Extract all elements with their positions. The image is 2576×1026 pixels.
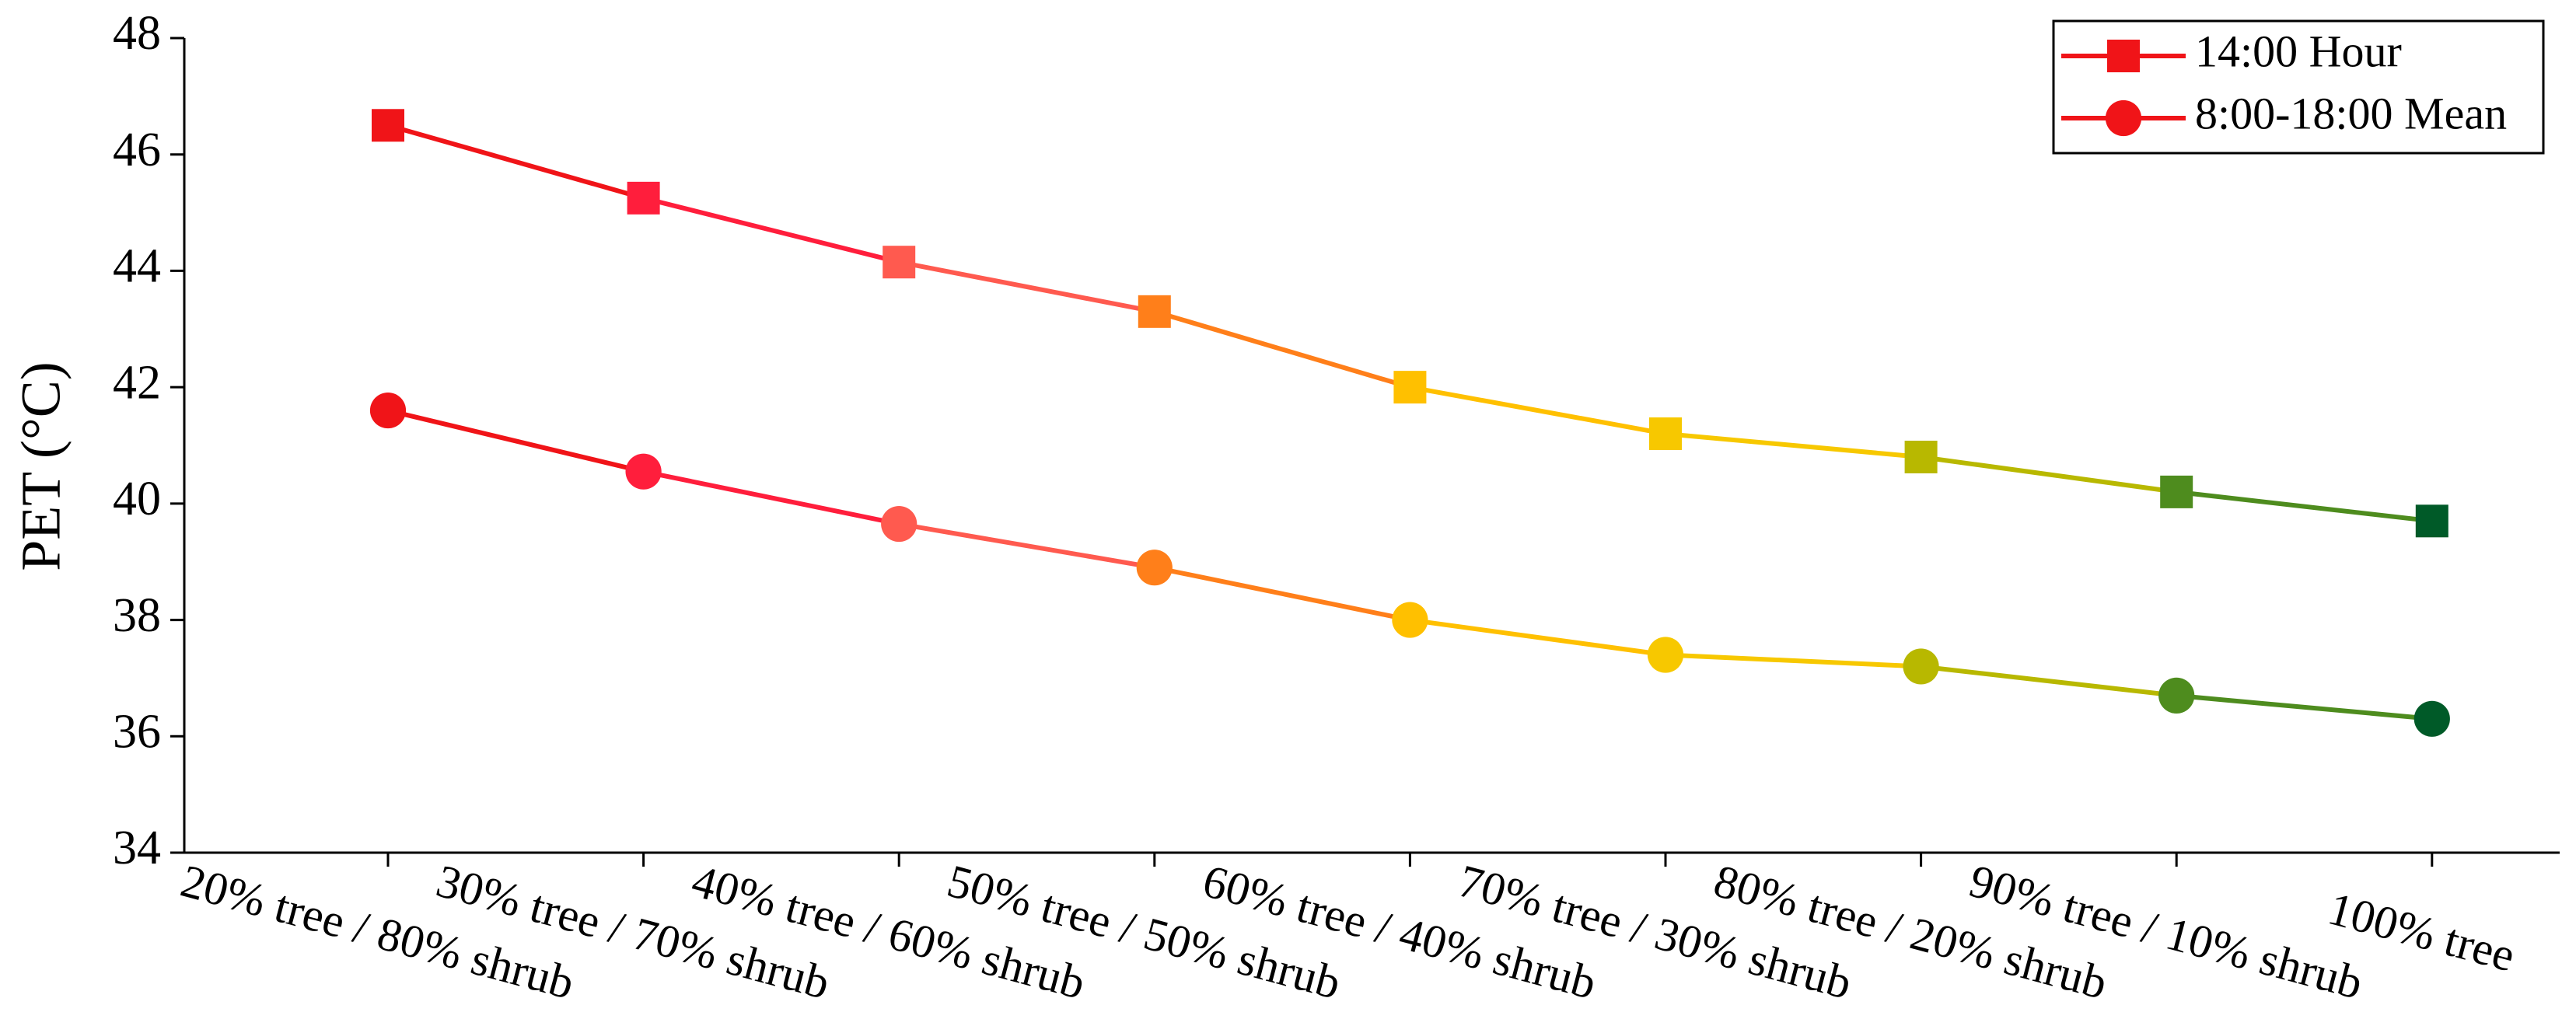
point xyxy=(1647,637,1684,673)
line-segment xyxy=(642,469,900,526)
series-line xyxy=(387,408,2433,721)
point xyxy=(2158,677,2195,714)
line-segment xyxy=(2176,693,2433,721)
line-segment xyxy=(387,408,645,474)
point xyxy=(1649,417,1682,451)
point xyxy=(1138,295,1171,328)
point xyxy=(625,453,662,490)
point xyxy=(2160,475,2193,508)
y-axis-label: PET (°C) xyxy=(10,361,72,571)
series-line xyxy=(387,123,2433,524)
line-segment xyxy=(1921,454,2177,494)
point xyxy=(1136,550,1173,586)
y-tick-label: 46 xyxy=(113,124,161,176)
point xyxy=(2413,700,2450,737)
line xyxy=(388,125,2432,521)
y-tick-label: 36 xyxy=(113,706,161,759)
line-segment xyxy=(898,260,1155,314)
point xyxy=(1904,440,1938,473)
line-segment xyxy=(642,195,900,265)
y-tick-label: 44 xyxy=(113,240,161,293)
point xyxy=(881,505,918,543)
legend-label: 8:00-18:00 Mean xyxy=(2195,88,2507,138)
line-segment xyxy=(1921,664,2177,698)
legend-label: 14:00 Hour xyxy=(2195,26,2402,76)
point xyxy=(1903,648,1939,685)
point xyxy=(2415,504,2448,538)
point xyxy=(883,246,916,279)
y-tick-label: 42 xyxy=(113,356,161,409)
y-tick-label: 48 xyxy=(113,7,161,60)
line-segment xyxy=(387,123,645,201)
point xyxy=(372,109,404,142)
point xyxy=(1392,602,1428,638)
y-tick-label: 34 xyxy=(113,822,161,874)
y-tick-label: 38 xyxy=(113,589,161,642)
point xyxy=(627,181,660,215)
line-segment xyxy=(1153,309,1411,390)
legend-marker xyxy=(2105,99,2142,137)
line-segment xyxy=(898,522,1155,571)
line-segment xyxy=(1154,565,1411,623)
point xyxy=(1393,371,1427,404)
legend-marker xyxy=(2107,40,2140,72)
line xyxy=(388,410,2432,719)
line-segment xyxy=(1409,385,1666,436)
line-segment xyxy=(1665,431,1921,459)
line-segment xyxy=(1665,652,1921,669)
y-tick-label: 40 xyxy=(113,473,161,525)
line-segment xyxy=(1409,617,1666,658)
point xyxy=(369,392,407,429)
line-segment xyxy=(2176,489,2433,524)
